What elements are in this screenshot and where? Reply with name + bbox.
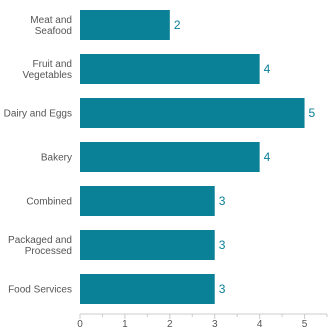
bar	[80, 98, 305, 128]
bar	[80, 142, 260, 172]
category-label: Bakery	[41, 153, 72, 164]
data-label: 3	[219, 194, 226, 208]
category-label: Food Services	[8, 285, 72, 296]
bar	[80, 10, 170, 40]
category-label: Packaged and Processed	[8, 235, 72, 257]
category-label: Dairy and Eggs	[4, 109, 72, 120]
x-tick-label: 4	[257, 319, 263, 330]
category-label: Fruit and Vegetables	[23, 59, 73, 81]
x-tick-label: 1	[122, 319, 128, 330]
data-label: 3	[219, 238, 226, 252]
bar	[80, 230, 215, 260]
category-label: Meat and Seafood	[30, 15, 72, 37]
bar	[80, 274, 215, 304]
x-tick-label: 0	[77, 319, 83, 330]
x-tick-label: 5	[302, 319, 308, 330]
data-label: 4	[264, 150, 271, 164]
data-label: 2	[174, 18, 181, 32]
category-label: Combined	[26, 197, 72, 208]
data-label: 5	[309, 106, 316, 120]
data-labels: 2 4 5 4 3 3 3	[174, 18, 316, 296]
category-labels: Meat and Seafood Fruit and Vegetables Dairy …	[4, 15, 72, 296]
x-tick-label: 2	[167, 319, 173, 330]
bar	[80, 54, 260, 84]
x-axis: 0 1 2 3 4 5	[77, 313, 328, 330]
data-label: 3	[219, 282, 226, 296]
x-tick-label: 3	[212, 319, 218, 330]
data-label: 4	[264, 62, 271, 76]
bar	[80, 186, 215, 216]
bars-group	[80, 10, 305, 304]
